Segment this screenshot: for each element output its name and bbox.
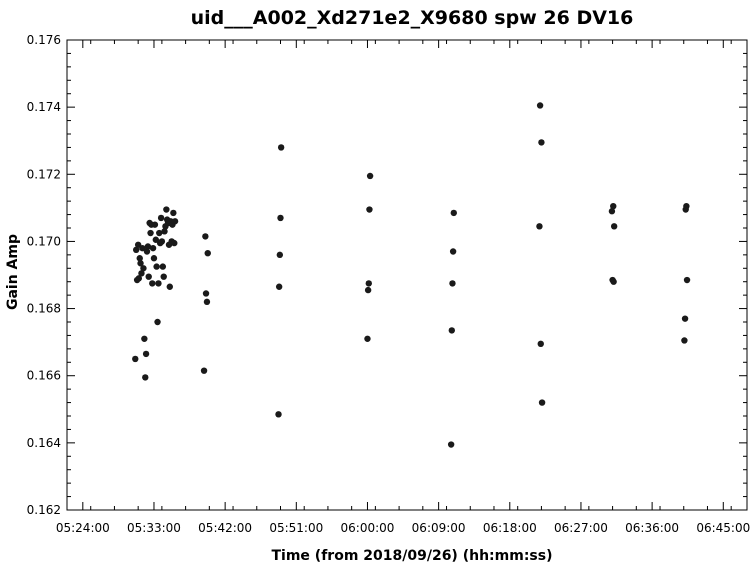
data-point <box>156 229 163 237</box>
data-point <box>202 290 210 297</box>
data-point <box>364 335 371 342</box>
data-point <box>202 233 209 240</box>
x-tick-label: 06:45:00 <box>696 521 750 535</box>
x-axis: 05:24:00 05:33:00 05:42:00 05:51:00 06:00:00… <box>56 40 750 535</box>
x-tick-label: 05:24:00 <box>56 521 110 535</box>
data-point <box>141 335 148 342</box>
y-tick-label: 0.172 <box>27 167 61 181</box>
y-axis: 0.162 0.164 0.166 0.168 0.170 0.172 0.174 0.176 <box>27 33 747 517</box>
data-point <box>155 280 162 287</box>
data-point <box>138 270 145 277</box>
data-point <box>538 139 545 146</box>
data-point <box>275 411 282 418</box>
data-point <box>277 144 285 151</box>
data-point <box>204 249 211 257</box>
data-point <box>151 221 159 228</box>
data-point <box>610 202 617 210</box>
x-tick-label: 06:00:00 <box>341 521 395 535</box>
data-point <box>132 246 140 254</box>
data-point <box>366 172 374 180</box>
data-point <box>683 202 690 210</box>
data-point <box>608 208 616 215</box>
data-point <box>150 255 158 262</box>
data-point <box>166 283 173 290</box>
x-tick-label: 05:42:00 <box>198 521 252 535</box>
data-point <box>159 263 167 270</box>
data-point <box>147 229 154 237</box>
y-tick-label: 0.162 <box>27 503 61 517</box>
y-tick-label: 0.168 <box>27 302 61 316</box>
data-point <box>449 280 456 287</box>
data-point <box>158 238 166 245</box>
data-point <box>366 206 373 213</box>
data-point <box>450 209 457 217</box>
data-point <box>681 337 688 344</box>
data-point <box>365 280 372 287</box>
data-point <box>275 283 283 290</box>
data-point <box>171 239 178 247</box>
data-point <box>137 260 144 267</box>
data-point <box>142 350 150 358</box>
data-point <box>536 102 544 109</box>
data-point <box>161 228 168 235</box>
data-point <box>163 206 170 213</box>
data-point <box>276 251 284 259</box>
data-point <box>142 374 149 381</box>
data-point <box>200 367 208 374</box>
data-points <box>132 102 691 448</box>
x-tick-label: 06:27:00 <box>554 521 608 535</box>
data-point <box>170 209 177 217</box>
y-tick-label: 0.174 <box>27 100 61 114</box>
y-tick-label: 0.176 <box>27 33 61 47</box>
data-point <box>145 273 152 280</box>
x-tick-label: 06:36:00 <box>625 521 679 535</box>
x-tick-label: 06:18:00 <box>483 521 537 535</box>
data-point <box>681 315 689 322</box>
data-point <box>139 244 146 252</box>
y-tick-label: 0.170 <box>27 234 61 248</box>
data-point <box>610 278 617 285</box>
x-tick-label: 05:33:00 <box>127 521 181 535</box>
x-tick-label: 05:51:00 <box>269 521 323 535</box>
x-axis-label: Time (from 2018/09/26) (hh:mm:ss) <box>272 548 553 564</box>
data-point <box>683 276 691 284</box>
data-point <box>149 244 157 252</box>
y-tick-label: 0.164 <box>27 436 61 450</box>
data-point <box>143 248 151 255</box>
data-point <box>537 340 544 348</box>
data-point <box>171 218 179 225</box>
data-point <box>364 286 372 294</box>
data-point <box>152 236 160 243</box>
data-point <box>154 318 161 326</box>
y-tick-label: 0.166 <box>27 369 61 383</box>
data-point <box>153 263 160 270</box>
data-point <box>538 399 546 406</box>
plot-frame <box>66 39 748 511</box>
data-point <box>536 223 543 230</box>
data-point <box>203 298 211 306</box>
data-point <box>136 255 143 262</box>
data-point <box>140 265 147 272</box>
data-point <box>277 214 284 222</box>
data-point <box>135 275 143 282</box>
data-point <box>448 327 456 334</box>
data-point <box>132 355 139 363</box>
data-point <box>149 280 156 287</box>
data-point <box>447 441 455 448</box>
y-axis-label: Gain Amp <box>5 234 21 310</box>
x-tick-label: 06:09:00 <box>412 521 466 535</box>
chart-title: uid___A002_Xd271e2_X9680 spw 26 DV16 <box>191 7 634 29</box>
data-point <box>157 214 165 222</box>
data-point <box>144 243 152 250</box>
data-point <box>160 273 167 280</box>
data-point <box>449 248 457 255</box>
data-point <box>610 223 618 230</box>
